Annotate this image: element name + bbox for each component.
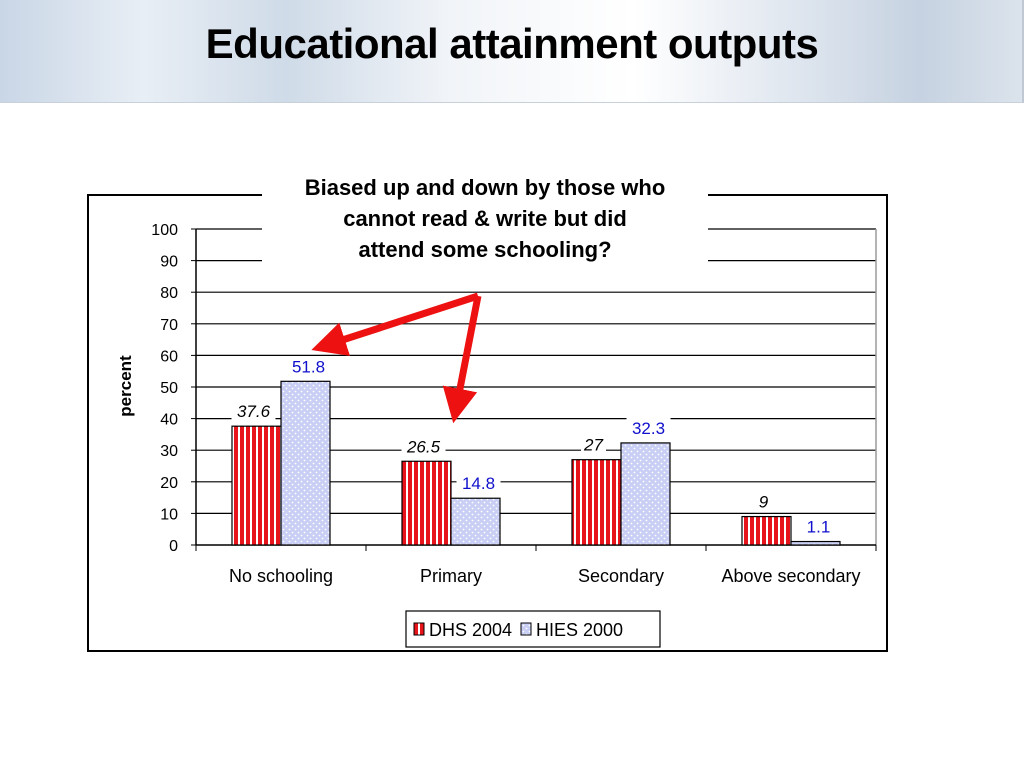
data-label-bg-dhs-2004-primary <box>401 436 446 458</box>
callout-line-2: cannot read & write but did <box>343 206 627 231</box>
data-label-bg-dhs-2004-no-schooling <box>231 401 276 423</box>
legend: DHS 2004 HIES 2000 <box>405 610 661 648</box>
legend-label-dhs-2004: DHS 2004 <box>429 620 512 640</box>
y-tick-label-70: 70 <box>160 317 178 334</box>
y-tick-label-40: 40 <box>160 412 178 429</box>
chart-frame <box>87 194 888 652</box>
data-label-bg-dhs-2004-secondary <box>581 434 606 456</box>
y-tick-label-20: 20 <box>160 475 178 492</box>
data-label-bg-hies-2000-primary <box>456 473 501 495</box>
bar-hies-2000-no-schooling <box>280 380 331 546</box>
data-label-hies-2000-secondary: 32.3 <box>632 419 665 438</box>
data-label-hies-2000-above-secondary: 1.1 <box>807 518 831 537</box>
callout-line-1: Biased up and down by those who <box>304 175 666 200</box>
category-label-above-secondary: Above secondary <box>721 566 860 586</box>
callout-line-3: attend some schooling? <box>358 237 612 262</box>
arrow-to-no-schooling <box>311 292 480 356</box>
category-label-no-schooling: No schooling <box>229 566 333 586</box>
legend-box <box>405 610 661 648</box>
y-tick-label-90: 90 <box>160 254 178 271</box>
category-label-primary: Primary <box>420 566 482 586</box>
data-label-hies-2000-primary: 14.8 <box>462 474 495 493</box>
callout-box: Biased up and down by those who cannot r… <box>262 172 708 264</box>
category-label-secondary: Secondary <box>578 566 664 586</box>
y-tick-label-100: 100 <box>151 222 178 239</box>
legend-swatch-hies-2000 <box>520 622 532 636</box>
bar-dhs-2004-primary <box>401 460 452 546</box>
data-label-hies-2000-no-schooling: 51.8 <box>292 357 325 376</box>
y-tick-labels: 0 10 20 30 40 50 60 70 80 90 100 <box>151 222 178 555</box>
y-tick-label-80: 80 <box>160 285 178 302</box>
slide-title: Educational attainment outputs <box>205 20 819 67</box>
y-tick-label-30: 30 <box>160 443 178 460</box>
bar-hies-2000-above-secondary <box>790 540 841 546</box>
bar-dhs-2004-above-secondary <box>741 515 792 546</box>
data-label-bg-hies-2000-secondary <box>626 417 671 439</box>
data-label-bg-dhs-2004-above-secondary <box>755 491 772 513</box>
data-label-dhs-2004-primary: 26.5 <box>406 437 441 456</box>
legend-label-hies-2000: HIES 2000 <box>536 620 623 640</box>
data-label-bg-hies-2000-no-schooling <box>286 356 331 378</box>
callout-arrows <box>311 292 482 424</box>
bars <box>231 380 841 546</box>
y-tick-label-0: 0 <box>169 538 178 555</box>
y-tick-label-50: 50 <box>160 380 178 397</box>
header-banner <box>0 0 1024 103</box>
y-tick-label-10: 10 <box>160 506 178 523</box>
data-label-dhs-2004-above-secondary: 9 <box>759 493 769 512</box>
legend-swatch-dhs-2004 <box>413 622 425 636</box>
category-labels: No schooling Primary Secondary Above second… <box>229 566 861 586</box>
data-label-bg-hies-2000-above-secondary <box>801 516 836 538</box>
bar-dhs-2004-secondary <box>571 459 622 546</box>
data-label-dhs-2004-no-schooling: 37.6 <box>237 402 271 421</box>
data-labels: 37.6 51.8 26.5 14.8 27 32.3 9 1.1 <box>231 356 836 538</box>
y-tick-label-60: 60 <box>160 348 178 365</box>
data-label-dhs-2004-secondary: 27 <box>583 436 603 455</box>
arrow-to-primary <box>442 295 482 424</box>
bar-hies-2000-primary <box>450 497 501 546</box>
bar-dhs-2004-no-schooling <box>231 425 282 546</box>
bar-hies-2000-secondary <box>620 442 671 546</box>
y-axis-label: percent <box>116 355 135 417</box>
